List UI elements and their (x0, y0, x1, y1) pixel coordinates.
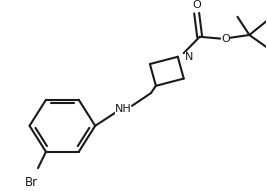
Text: NH: NH (115, 104, 131, 114)
Text: N: N (185, 52, 193, 62)
Text: O: O (221, 34, 230, 44)
Text: O: O (192, 0, 201, 10)
Text: Br: Br (25, 176, 38, 189)
